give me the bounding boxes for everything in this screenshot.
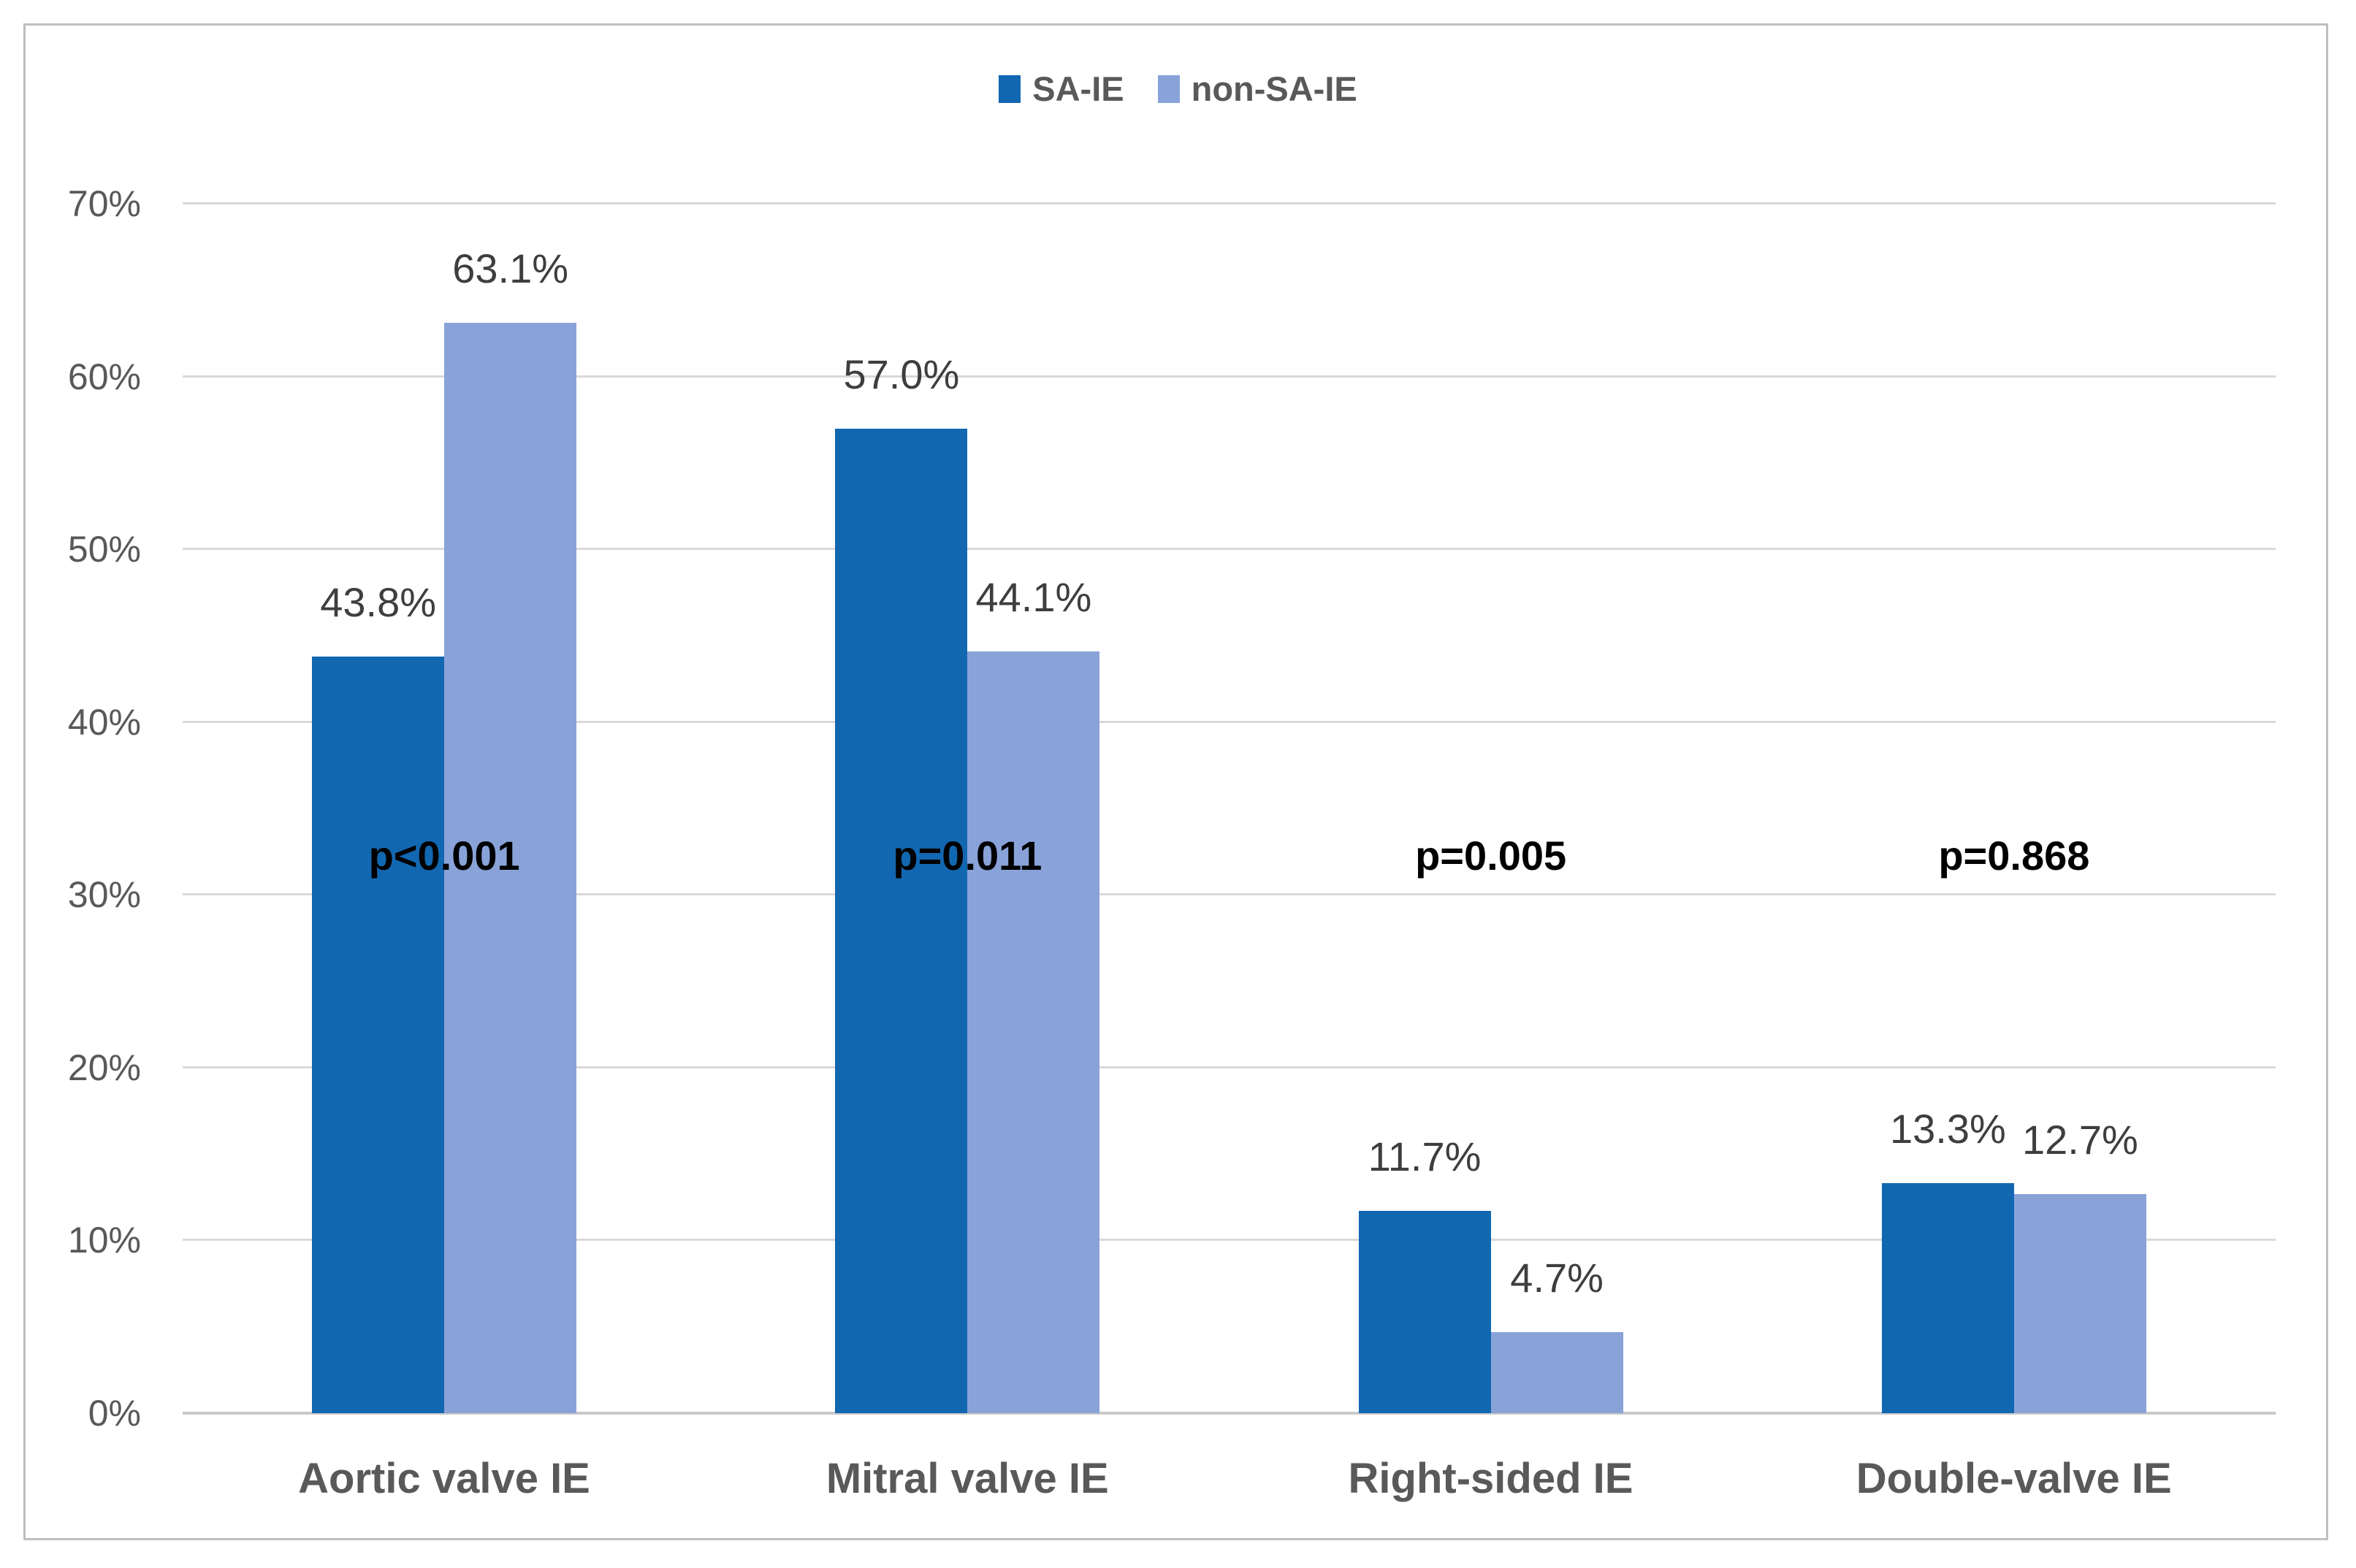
legend-item-sa-ie: SA-IE [999, 72, 1124, 106]
gridline [183, 1066, 2276, 1068]
legend-item-non-sa-ie: non-SA-IE [1157, 69, 1357, 108]
y-axis-tick-label: 30% [67, 874, 141, 916]
y-axis-tick-label: 0% [88, 1393, 141, 1434]
legend-color-swatch-icon [999, 74, 1021, 103]
bar-non-sa-ie-right-sided-ie [1490, 1331, 1623, 1413]
x-axis-line [183, 1412, 2276, 1415]
bar-non-sa-ie-double-valve-ie [2013, 1193, 2146, 1413]
bar-sa-ie-double-valve-ie [1881, 1183, 2014, 1413]
category-label-aortic-valve-ie: Aortic valve IE [298, 1455, 590, 1502]
gridline [183, 202, 2276, 204]
bar-sa-ie-aortic-valve-ie [312, 656, 445, 1413]
legend: SA-IE non-SA-IE [0, 72, 2356, 106]
y-axis-tick-label: 60% [67, 356, 141, 397]
p-value-label-double-valve-ie: p=0.868 [1938, 833, 2090, 879]
bar-non-sa-ie-mitral-valve-ie [967, 651, 1100, 1413]
y-axis-tick-label: 10% [67, 1220, 141, 1261]
category-label-mitral-valve-ie: Mitral valve IE [826, 1455, 1109, 1502]
category-label-double-valve-ie: Double-valve IE [1856, 1455, 2172, 1502]
value-label-mitral-valve-ie: 57.0% [843, 351, 960, 397]
gridline [183, 375, 2276, 378]
gridline [183, 720, 2276, 723]
p-value-label-mitral-valve-ie: p=0.011 [893, 833, 1042, 879]
legend-label: SA-IE [1032, 69, 1124, 108]
category-label-right-sided-ie: Right-sided IE [1348, 1455, 1633, 1502]
y-axis-tick-label: 20% [67, 1047, 141, 1088]
value-label-mitral-valve-ie: 44.1% [975, 573, 1092, 620]
p-value-label-aortic-valve-ie: p<0.001 [368, 833, 520, 879]
bar-non-sa-ie-aortic-valve-ie [444, 323, 577, 1413]
gridline [183, 548, 2276, 551]
legend-color-swatch-icon [1157, 74, 1180, 103]
bar-sa-ie-right-sided-ie [1358, 1211, 1491, 1413]
p-value-label-right-sided-ie: p=0.005 [1415, 833, 1567, 879]
value-label-double-valve-ie: 13.3% [1889, 1106, 2006, 1152]
value-label-aortic-valve-ie: 43.8% [320, 578, 437, 625]
value-label-double-valve-ie: 12.7% [2021, 1116, 2138, 1163]
legend-label: non-SA-IE [1191, 69, 1357, 108]
value-label-right-sided-ie: 11.7% [1368, 1133, 1482, 1180]
gridline [183, 1239, 2276, 1242]
value-label-right-sided-ie: 4.7% [1510, 1254, 1604, 1301]
value-label-aortic-valve-ie: 63.1% [452, 245, 569, 292]
chart-border [23, 23, 2328, 1540]
y-axis-tick-label: 50% [67, 529, 141, 570]
gridline [183, 893, 2276, 896]
bar-sa-ie-mitral-valve-ie [835, 428, 968, 1413]
y-axis-tick-label: 40% [67, 701, 141, 743]
y-axis-tick-label: 70% [67, 183, 141, 224]
